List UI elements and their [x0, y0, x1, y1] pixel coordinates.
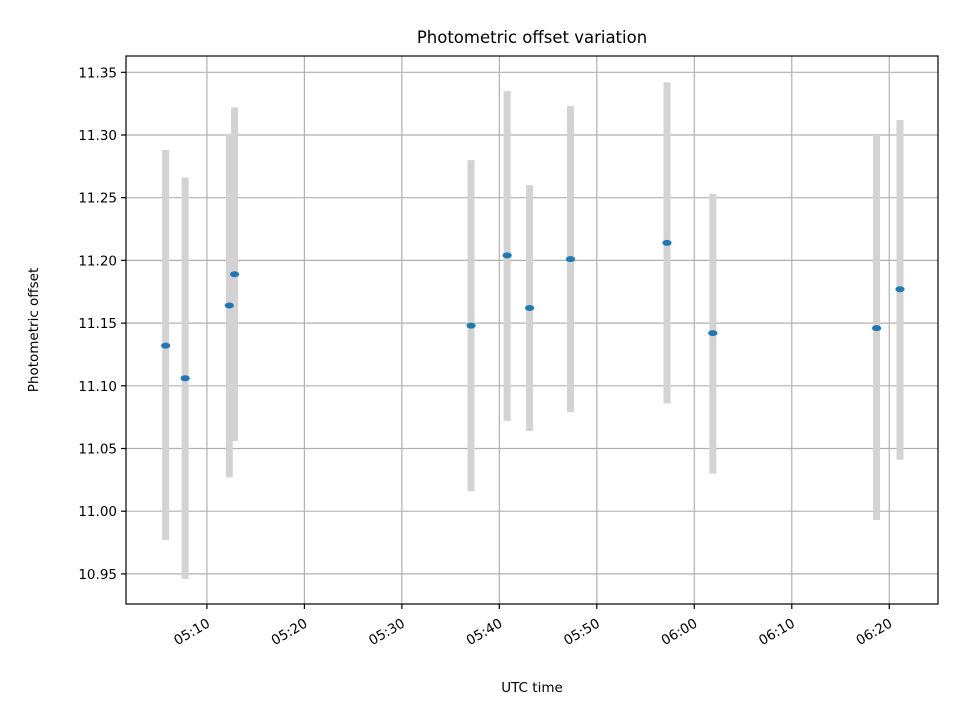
y-tick-label: 10.95 [78, 567, 117, 583]
x-tick-label: 06:00 [659, 616, 701, 649]
y-tick-label: 11.30 [78, 128, 117, 144]
y-tick-label: 11.00 [78, 504, 117, 520]
data-point [565, 256, 576, 263]
x-tick-label: 05:10 [171, 616, 213, 649]
x-tick-label: 05:50 [561, 616, 603, 649]
y-tick-label: 11.35 [78, 65, 117, 81]
y-tick-label: 11.05 [78, 442, 117, 458]
x-tick-label: 06:10 [756, 616, 798, 649]
axes-frame [125, 55, 939, 605]
data-point [708, 330, 718, 337]
y-tick-label: 11.20 [78, 253, 117, 269]
data-points [161, 239, 905, 382]
data-point [224, 302, 234, 309]
x-tick-label: 05:20 [269, 616, 311, 649]
y-tick-label: 11.10 [78, 379, 117, 395]
y-axis: 10.95 11.00 11.05 11.10 11.15 11.20 11.25 11.30… [78, 65, 126, 583]
chart-title: Photometric offset variation [417, 28, 647, 47]
data-point [871, 325, 882, 332]
data-point [895, 286, 905, 293]
data-point [161, 342, 171, 349]
data-point [662, 239, 672, 246]
data-point [524, 305, 535, 312]
data-point [466, 322, 476, 329]
x-tick-label: 05:30 [366, 616, 408, 649]
data-point [229, 271, 240, 278]
y-tick-label: 11.15 [78, 316, 117, 332]
y-axis-label: Photometric offset [26, 268, 42, 392]
x-tick-label: 05:40 [464, 616, 506, 649]
x-axis: 05:10 05:20 05:30 05:40 05:50 06:00 06:10 06:20 [171, 604, 895, 649]
data-point [180, 375, 190, 382]
y-tick-label: 11.25 [78, 191, 117, 207]
x-tick-label: 06:20 [854, 616, 896, 649]
data-point [502, 252, 512, 259]
x-axis-label: UTC time [501, 680, 563, 696]
